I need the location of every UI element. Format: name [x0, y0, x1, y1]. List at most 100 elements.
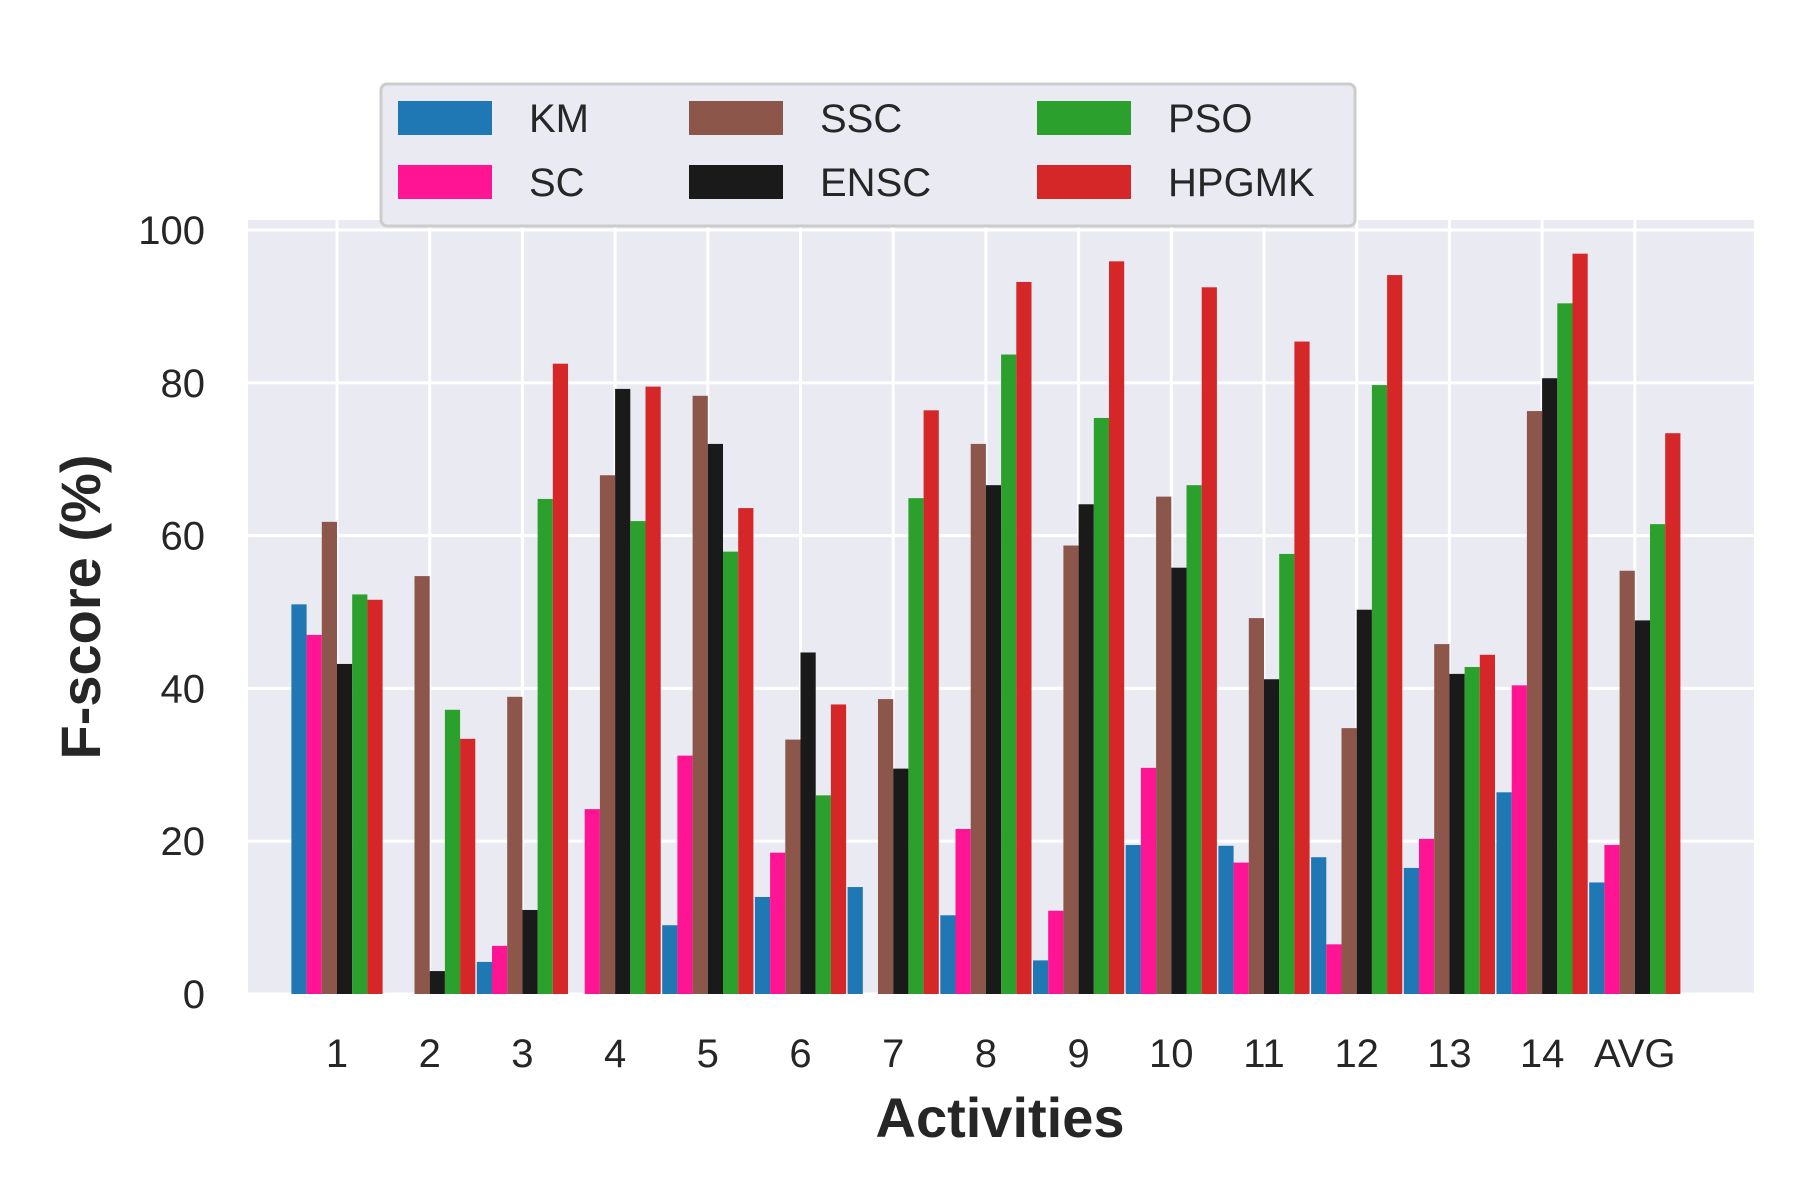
x-tick-label: 6 [789, 1032, 811, 1076]
bar-hpgmk-13 [1479, 654, 1495, 994]
bar-pso-9 [1093, 417, 1109, 995]
bar-km-10 [1125, 845, 1141, 994]
x-axis-title: Activities [876, 1086, 1125, 1149]
legend-swatch-hpgmk [1037, 165, 1131, 199]
bar-hpgmk-11 [1294, 341, 1310, 994]
bar-sc-12 [1326, 944, 1342, 994]
bar-hpgmk-6 [830, 704, 847, 994]
bar-sc-11 [1233, 862, 1249, 994]
bar-ssc-3 [507, 696, 523, 994]
bar-sc-14 [1511, 685, 1527, 994]
bar-hpgmk-1 [367, 599, 383, 994]
bar-ensc-14 [1542, 378, 1558, 994]
x-tick-label: 3 [511, 1032, 533, 1076]
y-axis-title: F-score (%) [49, 455, 112, 760]
bar-sc-9 [1048, 910, 1064, 994]
bar-ssc-5 [692, 395, 708, 995]
x-tick-label: 11 [1243, 1032, 1285, 1076]
x-tick-labels: 1 2 3 4 5 6 7 8 9 10 11 12 13 14 AVG [326, 1032, 1676, 1076]
bar-km-8 [940, 915, 956, 994]
legend: KM SC SSC ENSC PSO HPGMK [379, 82, 1357, 228]
bar-km-3 [476, 961, 492, 994]
bars [291, 253, 1681, 995]
bar-km-11 [1218, 845, 1234, 994]
bar-pso-avg [1650, 524, 1666, 994]
bar-km-1 [291, 604, 307, 994]
legend-label-ssc: SSC [820, 97, 902, 141]
bar-ssc-avg [1619, 570, 1635, 994]
bar-sc-6 [770, 852, 786, 994]
bar-ssc-4 [599, 475, 616, 994]
bar-ensc-6 [800, 652, 816, 994]
y-tick-label: 60 [161, 515, 206, 559]
x-tick-label: 2 [419, 1032, 441, 1076]
legend-swatch-ssc [689, 101, 783, 135]
bar-pso-11 [1279, 553, 1295, 994]
bar-ssc-7 [878, 699, 894, 994]
bar-ensc-1 [337, 663, 353, 994]
bar-ssc-13 [1434, 644, 1450, 994]
bar-ensc-10 [1171, 567, 1187, 994]
y-tick-label: 80 [161, 362, 206, 406]
bar-pso-13 [1464, 667, 1480, 994]
bar-pso-12 [1371, 385, 1388, 994]
bar-pso-5 [723, 551, 739, 994]
legend-swatch-ensc [689, 165, 783, 199]
x-tick-label: 12 [1334, 1032, 1379, 1076]
bar-hpgmk-7 [923, 410, 939, 995]
x-tick-label: 4 [604, 1032, 626, 1076]
x-tick-label: 8 [975, 1032, 997, 1076]
y-tick-label: 100 [138, 209, 205, 253]
bar-ssc-14 [1526, 411, 1543, 994]
bar-ensc-9 [1078, 504, 1094, 994]
bar-ensc-8 [985, 485, 1002, 994]
bar-sc-avg [1604, 845, 1620, 994]
bar-ensc-5 [707, 443, 723, 994]
y-tick-label: 0 [183, 973, 205, 1017]
bar-ssc-10 [1156, 496, 1172, 994]
bar-pso-1 [352, 594, 368, 994]
bar-ensc-2 [429, 971, 445, 994]
bar-km-avg [1589, 882, 1605, 994]
bar-pso-3 [537, 498, 553, 994]
bar-hpgmk-2 [460, 738, 476, 994]
legend-label-ensc: ENSC [820, 161, 931, 205]
x-tick-label: 14 [1520, 1032, 1565, 1076]
bar-ssc-1 [321, 521, 337, 994]
legend-label-km: KM [529, 97, 589, 141]
bar-ssc-8 [970, 443, 986, 994]
legend-swatch-km [398, 101, 492, 135]
bar-hpgmk-8 [1016, 281, 1032, 994]
bar-ssc-12 [1341, 728, 1357, 994]
bar-km-5 [662, 925, 678, 994]
bar-ensc-11 [1264, 679, 1280, 994]
bar-sc-3 [492, 945, 508, 994]
bar-km-14 [1496, 792, 1512, 994]
bar-sc-13 [1419, 838, 1435, 994]
x-tick-label: 13 [1427, 1032, 1472, 1076]
bar-hpgmk-3 [552, 363, 568, 994]
bar-hpgmk-4 [645, 386, 661, 994]
bar-pso-8 [1001, 354, 1017, 995]
bar-ensc-3 [522, 909, 538, 994]
y-tick-label: 20 [161, 820, 206, 864]
bar-hpgmk-12 [1387, 275, 1403, 994]
x-tick-label: AVG [1594, 1032, 1676, 1076]
x-tick-label: 1 [326, 1032, 348, 1076]
bar-sc-8 [955, 828, 971, 994]
bar-km-7 [847, 887, 863, 994]
bar-sc-1 [306, 634, 322, 994]
y-tick-label: 40 [161, 667, 206, 711]
bar-ssc-2 [414, 576, 430, 994]
bar-ssc-9 [1063, 545, 1079, 994]
bar-km-9 [1033, 960, 1049, 994]
legend-swatch-pso [1037, 101, 1131, 135]
bar-ssc-11 [1248, 618, 1264, 994]
bar-km-12 [1311, 857, 1327, 994]
bar-sc-10 [1140, 767, 1157, 994]
bar-ensc-4 [615, 388, 631, 994]
bar-pso-7 [908, 498, 924, 994]
bar-hpgmk-9 [1109, 261, 1125, 995]
bar-hpgmk-avg [1665, 433, 1681, 994]
